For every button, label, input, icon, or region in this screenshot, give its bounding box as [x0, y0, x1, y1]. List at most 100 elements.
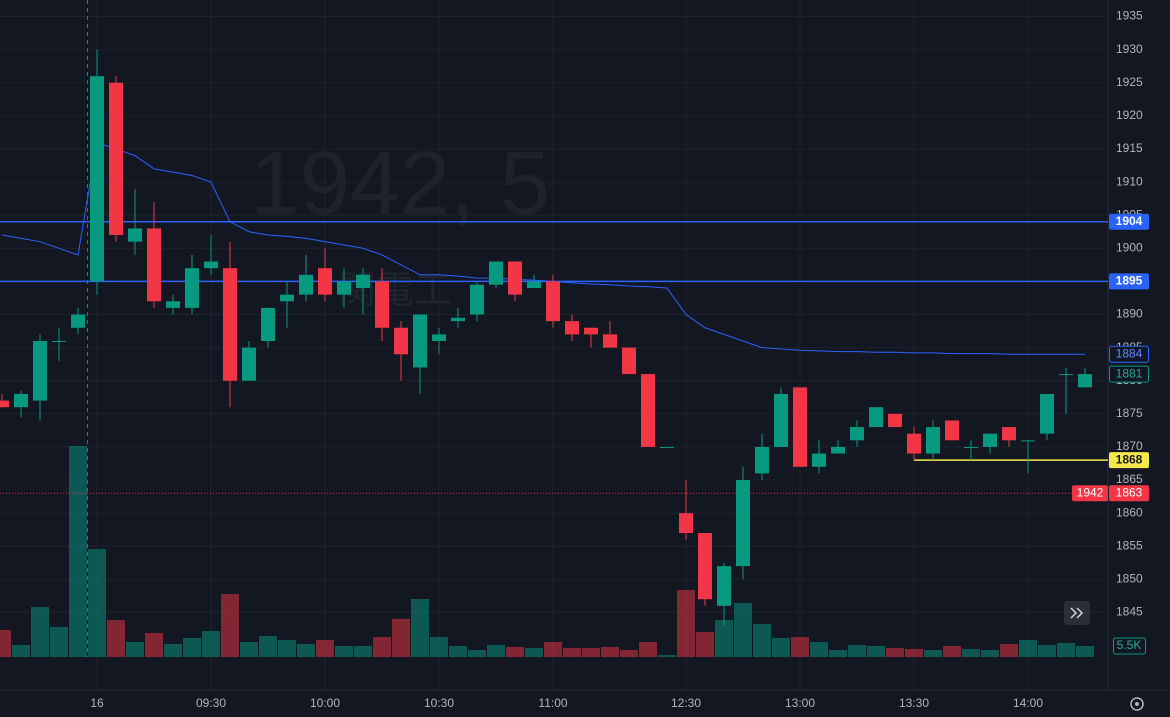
- y-tick-label: 1850: [1116, 572, 1143, 586]
- volume-bar: [677, 590, 695, 657]
- candle-body: [603, 334, 617, 348]
- watermark-name: 関電工: [338, 270, 452, 312]
- candle-body: [71, 314, 85, 328]
- x-tick-label: 11:00: [538, 696, 567, 710]
- volume-bar: [772, 638, 790, 657]
- volume-bar: [487, 645, 505, 657]
- y-tick-label: 1930: [1116, 42, 1143, 56]
- volume-bar: [696, 632, 714, 657]
- candle-body: [318, 268, 332, 295]
- candle-body: [527, 281, 541, 289]
- y-tick-label: 1855: [1116, 538, 1143, 552]
- volume-bar: [962, 649, 980, 657]
- volume-bar: [449, 646, 467, 657]
- x-tick-label: 13:00: [785, 696, 815, 710]
- volume-bar: [620, 650, 638, 657]
- price-tag-label: 1884: [1116, 346, 1143, 360]
- volume-bar: [848, 645, 866, 657]
- volume-bar: [126, 642, 144, 657]
- candle-body: [850, 427, 864, 441]
- x-tick-label: 09:30: [196, 696, 226, 710]
- x-tick-label: 12:30: [671, 696, 701, 710]
- volume-bar: [905, 649, 923, 657]
- volume-bar: [658, 655, 676, 657]
- x-tick-label: 14:00: [1013, 696, 1043, 710]
- volume-bar: [886, 648, 904, 657]
- candle-body: [660, 446, 674, 448]
- volume-bar: [31, 607, 49, 657]
- candle-body: [204, 261, 218, 269]
- candle-body: [451, 317, 465, 322]
- volume-bar: [981, 650, 999, 657]
- volume-bar: [1000, 644, 1018, 657]
- candle-body: [413, 314, 427, 368]
- volume-bar: [943, 646, 961, 657]
- y-tick-label: 1900: [1116, 240, 1143, 254]
- symbol-tag-label: 1942: [1077, 485, 1104, 499]
- candle-body: [641, 374, 655, 447]
- candle-body: [128, 228, 142, 242]
- volume-bar: [1038, 645, 1056, 657]
- candle-body: [831, 446, 845, 454]
- volume-bar: [316, 640, 334, 657]
- y-tick-label: 1935: [1116, 9, 1143, 23]
- volume-bar: [601, 647, 619, 657]
- candle-body: [679, 513, 693, 534]
- candle-body: [147, 228, 161, 302]
- candle-body: [774, 393, 788, 447]
- scroll-icon: [1070, 607, 1084, 619]
- candle-body: [223, 268, 237, 381]
- candle-body: [888, 413, 902, 428]
- price-tag: [1109, 213, 1149, 230]
- y-tick-label: 1845: [1116, 605, 1143, 619]
- volume-bar: [506, 647, 524, 657]
- price-tag-label: 1863: [1116, 485, 1143, 499]
- price-tag: [1109, 365, 1149, 383]
- y-tick-label: 1875: [1116, 406, 1143, 420]
- candle-body: [793, 387, 807, 467]
- candle-body: [907, 433, 921, 454]
- candle-body: [299, 274, 313, 295]
- volume-bar: [373, 637, 391, 657]
- volume-bar: [411, 599, 429, 657]
- candle-body: [565, 321, 579, 335]
- volume-bar: [430, 637, 448, 657]
- volume-bar: [563, 648, 581, 657]
- candle-body: [983, 433, 997, 447]
- candle-body: [1040, 393, 1054, 434]
- candle-body: [375, 281, 389, 328]
- volume-bar: [88, 549, 106, 657]
- settings-button[interactable]: [1130, 697, 1144, 711]
- candle-body: [755, 446, 769, 474]
- candle-body: [470, 284, 484, 315]
- candle-body: [1059, 374, 1073, 376]
- x-tick-label: 13:30: [899, 696, 929, 710]
- candle-body: [261, 307, 275, 341]
- candle-body: [736, 480, 750, 567]
- candle-body: [90, 76, 104, 282]
- candle-body: [337, 281, 351, 295]
- candle-body: [508, 261, 522, 295]
- volume-bar: [297, 644, 315, 657]
- candle-body: [926, 427, 940, 454]
- volume-bar: [1019, 640, 1037, 657]
- volume-bar: [734, 603, 752, 657]
- candle-body: [432, 334, 446, 341]
- y-tick-label: 1865: [1116, 472, 1143, 486]
- settings-icon: [1135, 702, 1139, 706]
- volume-bar: [392, 619, 410, 657]
- price-tag: [1109, 452, 1149, 469]
- volume-bar: [107, 620, 125, 657]
- y-tick-label: 1915: [1116, 141, 1143, 155]
- candle-body: [394, 327, 408, 355]
- candle-body: [717, 566, 731, 606]
- volume-bar: [240, 642, 258, 657]
- volume-bar: [715, 620, 733, 657]
- price-tag: [1109, 485, 1149, 502]
- volume-bar: [544, 642, 562, 657]
- candle-body: [964, 446, 978, 448]
- volume-bar: [221, 594, 239, 657]
- y-tick-label: 1870: [1116, 439, 1143, 453]
- candle-body: [166, 301, 180, 308]
